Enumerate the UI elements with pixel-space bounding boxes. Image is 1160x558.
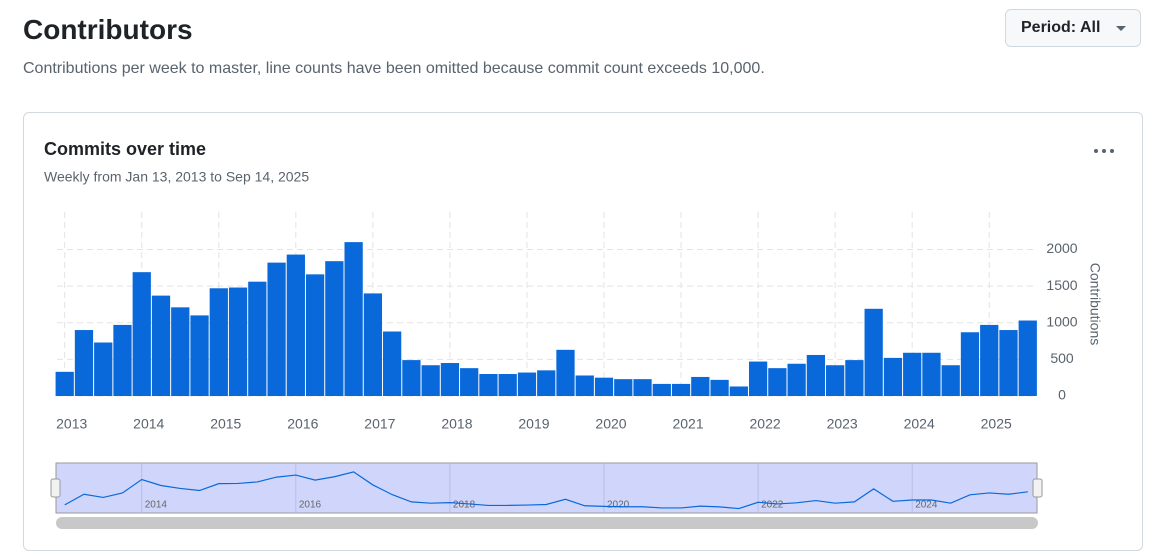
y-tick-label: 0 xyxy=(1058,387,1066,403)
bar xyxy=(729,386,748,396)
navigator-tick-label: 2014 xyxy=(145,500,168,511)
navigator-line xyxy=(64,471,1028,510)
scrollbar[interactable] xyxy=(56,517,1038,529)
bar xyxy=(55,371,74,396)
x-tick-label: 2020 xyxy=(595,416,626,432)
navigator[interactable] xyxy=(55,462,1038,514)
bar xyxy=(363,293,383,396)
bar xyxy=(883,357,903,396)
menu-icon[interactable] xyxy=(1094,149,1114,153)
bar xyxy=(479,374,498,396)
bar xyxy=(94,342,113,396)
bar xyxy=(325,261,344,396)
x-tick-label: 2018 xyxy=(441,416,472,432)
bar xyxy=(228,287,248,396)
bar xyxy=(402,360,421,396)
bar xyxy=(614,379,633,396)
bar xyxy=(517,372,537,396)
bar xyxy=(190,315,209,396)
x-tick-label: 2025 xyxy=(981,416,1012,432)
x-tick-label: 2022 xyxy=(750,416,781,432)
bar xyxy=(826,365,845,396)
y-tick-label: 1500 xyxy=(1046,277,1077,293)
bar xyxy=(460,368,479,396)
chart-card xyxy=(23,112,1143,551)
bar xyxy=(691,376,710,396)
bar xyxy=(941,365,960,396)
x-tick-label: 2024 xyxy=(904,416,935,432)
bar xyxy=(556,349,575,396)
bar xyxy=(652,383,671,396)
page-title: Contributors xyxy=(23,14,193,45)
bar xyxy=(787,363,806,396)
navigator-tick-label: 2022 xyxy=(761,500,784,511)
bar xyxy=(537,370,556,396)
navigator-handle[interactable] xyxy=(1032,478,1043,498)
bar xyxy=(748,361,768,396)
y-tick-label: 500 xyxy=(1050,350,1074,366)
x-tick-label: 2015 xyxy=(210,416,241,432)
x-tick-label: 2021 xyxy=(672,416,703,432)
bar xyxy=(903,352,922,396)
bar xyxy=(383,331,402,396)
bar xyxy=(440,363,460,396)
x-tick-label: 2013 xyxy=(56,416,87,432)
bar xyxy=(344,242,363,396)
bar xyxy=(113,324,132,396)
bar xyxy=(1018,320,1037,396)
x-tick-label: 2016 xyxy=(287,416,318,432)
bar xyxy=(132,272,151,396)
bar xyxy=(633,379,652,396)
bar xyxy=(575,375,594,396)
navigator-tick-label: 2018 xyxy=(453,500,476,511)
bar xyxy=(421,365,440,396)
x-tick-label: 2023 xyxy=(827,416,858,432)
bar xyxy=(980,324,999,396)
navigator-handle[interactable] xyxy=(50,478,61,498)
bar xyxy=(806,354,826,396)
period-button[interactable]: Period: All xyxy=(1005,9,1141,47)
bar xyxy=(498,374,517,396)
bar xyxy=(248,281,267,396)
bar xyxy=(209,288,228,396)
bar xyxy=(768,368,787,396)
y-tick-label: 1000 xyxy=(1046,313,1077,329)
y-axis-label: Contributions xyxy=(1087,263,1103,346)
x-tick-label: 2014 xyxy=(133,416,164,432)
bar xyxy=(594,377,614,396)
bar xyxy=(960,332,980,396)
navigator-tick-label: 2016 xyxy=(299,500,322,511)
bar xyxy=(999,330,1018,396)
page-subtitle: Contributions per week to master, line c… xyxy=(23,60,765,77)
bar xyxy=(305,274,325,396)
bar xyxy=(286,254,305,396)
chart-title: Commits over time xyxy=(44,139,206,159)
navigator-tick-label: 2020 xyxy=(607,500,630,511)
bar xyxy=(171,307,190,396)
chart-subtitle: Weekly from Jan 13, 2013 to Sep 14, 2025 xyxy=(44,169,309,185)
bar xyxy=(922,352,941,396)
x-tick-label: 2019 xyxy=(518,416,549,432)
bar xyxy=(671,383,691,396)
y-tick-label: 2000 xyxy=(1046,240,1077,256)
bar xyxy=(864,308,883,396)
bar xyxy=(267,262,286,396)
bar xyxy=(710,379,729,396)
bar xyxy=(151,295,171,396)
bar xyxy=(845,360,864,396)
navigator-tick-label: 2024 xyxy=(915,500,938,511)
x-tick-label: 2017 xyxy=(364,416,395,432)
bar xyxy=(74,330,94,396)
